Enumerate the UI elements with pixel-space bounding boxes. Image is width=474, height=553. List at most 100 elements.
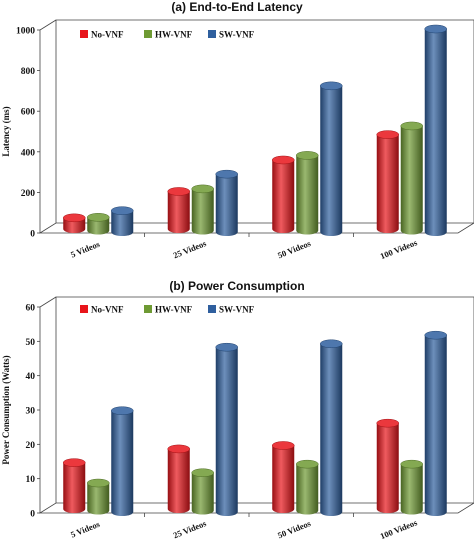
bar-top xyxy=(215,342,238,352)
legend-swatch xyxy=(80,30,88,38)
bar-body xyxy=(424,335,447,516)
bar xyxy=(63,213,86,233)
bar xyxy=(320,339,343,516)
bar xyxy=(272,441,295,513)
y-tick-label: 200 xyxy=(21,189,36,199)
bar-body xyxy=(320,343,343,516)
y-tick-label: 0 xyxy=(30,230,35,240)
legend-swatch xyxy=(144,30,152,38)
y-tick-label: 20 xyxy=(26,441,36,451)
bar-top xyxy=(167,444,190,454)
legend: No-VNF HW-VNF SW-VNF xyxy=(80,30,255,40)
bar-top xyxy=(63,213,86,223)
bar-body xyxy=(87,217,110,235)
power-chart: (b) Power Consumption 0 10 20 30 40 50 60 Power … xyxy=(1,279,474,541)
bar-body xyxy=(400,464,423,515)
y-axis-label: Latency (ms) xyxy=(1,106,11,156)
bar-top xyxy=(320,339,343,349)
bar-body xyxy=(87,483,110,515)
bar xyxy=(215,342,238,516)
y-tick-label: 10 xyxy=(26,475,36,485)
bar xyxy=(424,330,447,516)
chart-floor xyxy=(38,222,474,234)
bar xyxy=(272,155,295,233)
y-tick-label: 0 xyxy=(30,510,35,520)
chart-back-wall xyxy=(55,296,474,503)
x-tick-label: 100 Videos xyxy=(379,237,420,261)
bar xyxy=(376,130,399,233)
chart-floor xyxy=(38,502,474,514)
bar-top xyxy=(400,459,423,469)
bar-top xyxy=(191,184,214,194)
bar-body xyxy=(215,347,238,516)
bar xyxy=(320,81,343,236)
bar-top xyxy=(63,458,86,467)
legend-label: SW-VNF xyxy=(219,30,255,40)
bar xyxy=(376,418,399,513)
bar-top xyxy=(111,406,134,415)
y-tick-label: 800 xyxy=(21,67,36,77)
bar-top xyxy=(296,459,319,469)
bar-top xyxy=(272,155,295,165)
bar-body xyxy=(63,217,86,233)
bar-body xyxy=(215,174,238,236)
bar-top xyxy=(376,130,399,139)
bar xyxy=(296,459,319,515)
bar-top xyxy=(400,121,423,131)
bar-top xyxy=(191,468,214,477)
bar-body xyxy=(272,445,295,513)
bar-body xyxy=(191,472,214,515)
chart-back-wall xyxy=(55,19,474,223)
bar xyxy=(111,206,134,236)
bar-top xyxy=(87,213,110,222)
bar-body xyxy=(111,210,134,236)
y-tick-label: 60 xyxy=(26,304,36,314)
legend-swatch xyxy=(144,305,152,313)
bar-top xyxy=(167,187,190,196)
y-tick-label: 600 xyxy=(21,108,36,118)
bar-top xyxy=(296,151,319,160)
bar xyxy=(87,213,110,235)
x-tick-label: 100 Videos xyxy=(379,517,420,541)
bar-top xyxy=(87,478,110,488)
legend-swatch xyxy=(208,305,216,313)
latency-chart: (a) End-to-End Latency 0 200 400 600 800 1000 L… xyxy=(1,0,474,261)
bar-body xyxy=(376,423,399,513)
y-tick-label: 30 xyxy=(26,407,36,417)
bar-body xyxy=(191,188,214,235)
bar-body xyxy=(63,462,86,513)
bar xyxy=(191,468,214,515)
x-tick-label: 5 Videos xyxy=(69,519,102,540)
y-axis-label: Power Consumption (Watts) xyxy=(1,355,11,464)
bar-top xyxy=(424,330,447,340)
legend-label: No-VNF xyxy=(91,30,124,40)
x-tick-label: 5 Videos xyxy=(69,239,102,260)
y-tick-label: 50 xyxy=(26,338,36,348)
bar xyxy=(167,187,190,233)
bar-body xyxy=(424,29,447,236)
y-tick-label: 40 xyxy=(26,372,36,382)
x-tick-label: 25 Videos xyxy=(172,238,209,261)
bar-top xyxy=(424,24,447,34)
y-tick-label: 400 xyxy=(21,148,36,158)
x-tick-label: 50 Videos xyxy=(276,238,313,261)
bar-body xyxy=(272,159,295,233)
bar-top xyxy=(376,418,399,428)
legend-swatch xyxy=(80,305,88,313)
legend-label: HW-VNF xyxy=(155,30,193,40)
bar-body xyxy=(400,125,423,235)
y-axis-line xyxy=(39,296,57,513)
bar xyxy=(167,444,190,513)
chart-title: (a) End-to-End Latency xyxy=(171,0,303,14)
bar xyxy=(191,184,214,235)
y-tick-label: 1000 xyxy=(16,27,35,37)
bar-body xyxy=(111,410,134,516)
y-axis-line xyxy=(39,19,57,233)
bar-body xyxy=(296,464,319,515)
bar xyxy=(111,406,134,516)
bar-body xyxy=(320,85,343,236)
bar xyxy=(296,151,319,235)
bar-top xyxy=(320,81,343,91)
bar xyxy=(63,458,86,513)
